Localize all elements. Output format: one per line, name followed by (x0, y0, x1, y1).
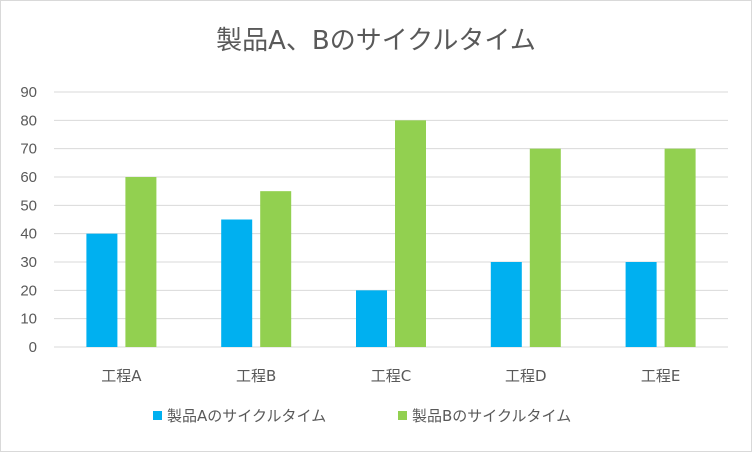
legend: 製品Aのサイクルタイム 製品Bのサイクルタイム (153, 407, 571, 425)
y-tick-label: 70 (20, 141, 37, 158)
bar-series2-1 (125, 177, 157, 347)
legend-swatch (398, 411, 407, 420)
y-tick-label: 90 (20, 84, 37, 101)
x-tick-label: 工程E (641, 367, 680, 385)
bar-series1-5 (625, 262, 657, 347)
x-tick-label: 工程C (371, 367, 411, 385)
bar-series1-3 (356, 290, 387, 347)
legend-swatch (153, 411, 162, 420)
y-tick-label: 60 (20, 169, 37, 186)
y-tick-label: 30 (20, 254, 37, 271)
bar-series1-2 (221, 219, 253, 347)
gridlines (54, 91, 728, 348)
bar-series1-4 (490, 262, 522, 347)
y-axis-ticks: 0 10 20 30 40 50 60 70 80 90 (20, 84, 37, 356)
bar-series2-5 (664, 148, 696, 347)
legend-label: 製品Bのサイクルタイム (412, 407, 571, 425)
y-tick-label: 10 (20, 311, 37, 328)
y-tick-label: 40 (20, 226, 37, 243)
chart-title: 製品A、Bのサイクルタイム (216, 26, 536, 56)
y-tick-label: 50 (20, 197, 37, 214)
bar-series1-1 (86, 233, 118, 347)
legend-label: 製品Aのサイクルタイム (167, 407, 326, 425)
y-tick-label: 0 (29, 339, 37, 356)
bar-series2-3 (395, 120, 426, 347)
x-axis-ticks: 工程A 工程B 工程C 工程D 工程E (101, 367, 680, 385)
x-tick-label: 工程B (236, 367, 276, 385)
x-tick-label: 工程D (505, 367, 547, 385)
y-tick-label: 80 (20, 112, 37, 129)
bars (86, 120, 696, 347)
bar-series2-4 (529, 148, 561, 347)
bar-series2-2 (260, 191, 292, 347)
y-tick-label: 20 (20, 282, 37, 299)
x-tick-label: 工程A (101, 367, 142, 385)
